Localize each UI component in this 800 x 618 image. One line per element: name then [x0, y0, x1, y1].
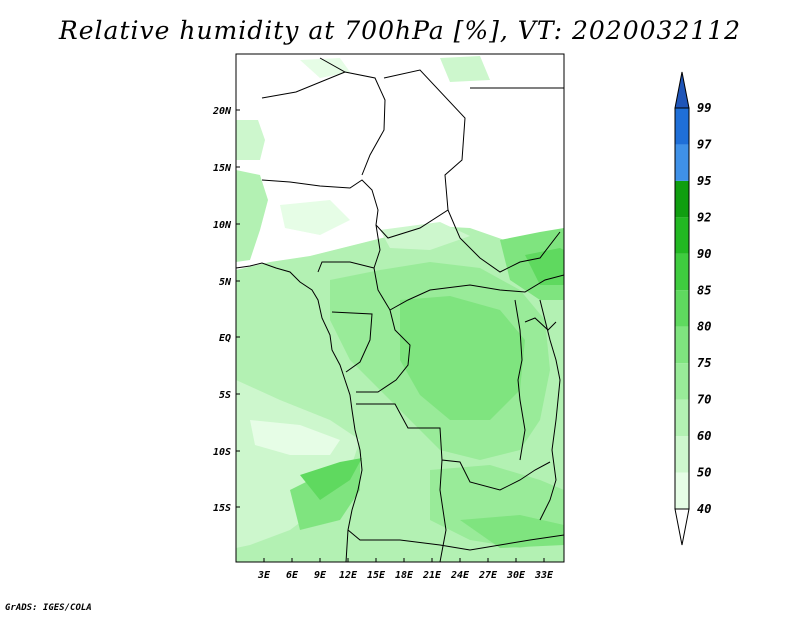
lat-label: 5S	[219, 390, 231, 401]
lon-ticks	[263, 558, 545, 562]
lat-labels: 20N 15N 10N 5N EQ 5S 10S 15S	[212, 106, 232, 514]
lon-label: 24E	[450, 570, 470, 581]
lon-label: 27E	[478, 570, 498, 581]
colorbar-level-label: 60	[697, 429, 711, 443]
colorbar-level-label: 99	[697, 101, 711, 115]
colorbar-level-label: 95	[697, 174, 711, 188]
colorbar-level-label: 50	[697, 466, 711, 480]
colorbar: 40 50 60 70 75 80 85 90 92 95 97 99	[674, 71, 712, 546]
colorbar-level-label: 85	[697, 283, 711, 297]
colorbar-level-label: 97	[697, 137, 712, 151]
map-frame	[235, 53, 565, 563]
lon-label: 12E	[339, 570, 358, 581]
colorbar-segment	[675, 472, 689, 509]
lon-label: 18E	[395, 570, 414, 581]
lat-label: 10N	[213, 220, 232, 231]
colorbar-segment	[675, 363, 689, 400]
lon-label: 3E	[257, 570, 271, 581]
lon-label: 33E	[534, 570, 554, 581]
colorbar-segment	[675, 326, 689, 364]
colorbar-segment	[675, 144, 689, 181]
map-title: Relative humidity at 700hPa [%], VT: 202…	[58, 16, 742, 45]
colorbar-segment	[675, 436, 689, 473]
lat-label: 20N	[212, 106, 232, 117]
lat-label: EQ	[219, 333, 231, 344]
colorbar-segment	[675, 217, 689, 254]
lat-label: 15N	[213, 163, 232, 174]
lon-labels: 3E 6E 9E 12E 15E 18E 21E 24E 27E 30E 33E	[257, 570, 554, 581]
colorbar-outline	[674, 107, 690, 510]
lat-ticks	[236, 109, 240, 508]
lon-label: 15E	[367, 570, 386, 581]
colorbar-segment	[675, 399, 689, 437]
lat-label: 10S	[213, 447, 231, 458]
lon-label: 9E	[314, 570, 327, 581]
lon-label: 21E	[422, 570, 442, 581]
colorbar-level-label: 92	[697, 210, 711, 224]
lat-label: 15S	[213, 503, 231, 514]
humidity-shading	[236, 56, 564, 562]
colorbar-level-label: 80	[697, 320, 711, 334]
colorbar-level-label: 75	[697, 356, 711, 370]
country-boundaries	[236, 57, 564, 562]
colorbar-segment	[675, 108, 689, 145]
colorbar-level-label: 40	[697, 502, 711, 516]
lon-label: 6E	[286, 570, 299, 581]
lat-label: 5N	[219, 277, 232, 288]
lon-label: 30E	[506, 570, 526, 581]
colorbar-segment	[675, 180, 689, 218]
colorbar-upper-arrow	[674, 71, 690, 109]
grads-credit: GrADS: IGES/COLA	[5, 603, 92, 613]
colorbar-segment	[675, 290, 689, 327]
colorbar-lower-arrow	[674, 508, 690, 546]
colorbar-level-label: 90	[697, 247, 711, 261]
colorbar-segment	[675, 253, 689, 291]
colorbar-level-label: 70	[697, 393, 711, 407]
